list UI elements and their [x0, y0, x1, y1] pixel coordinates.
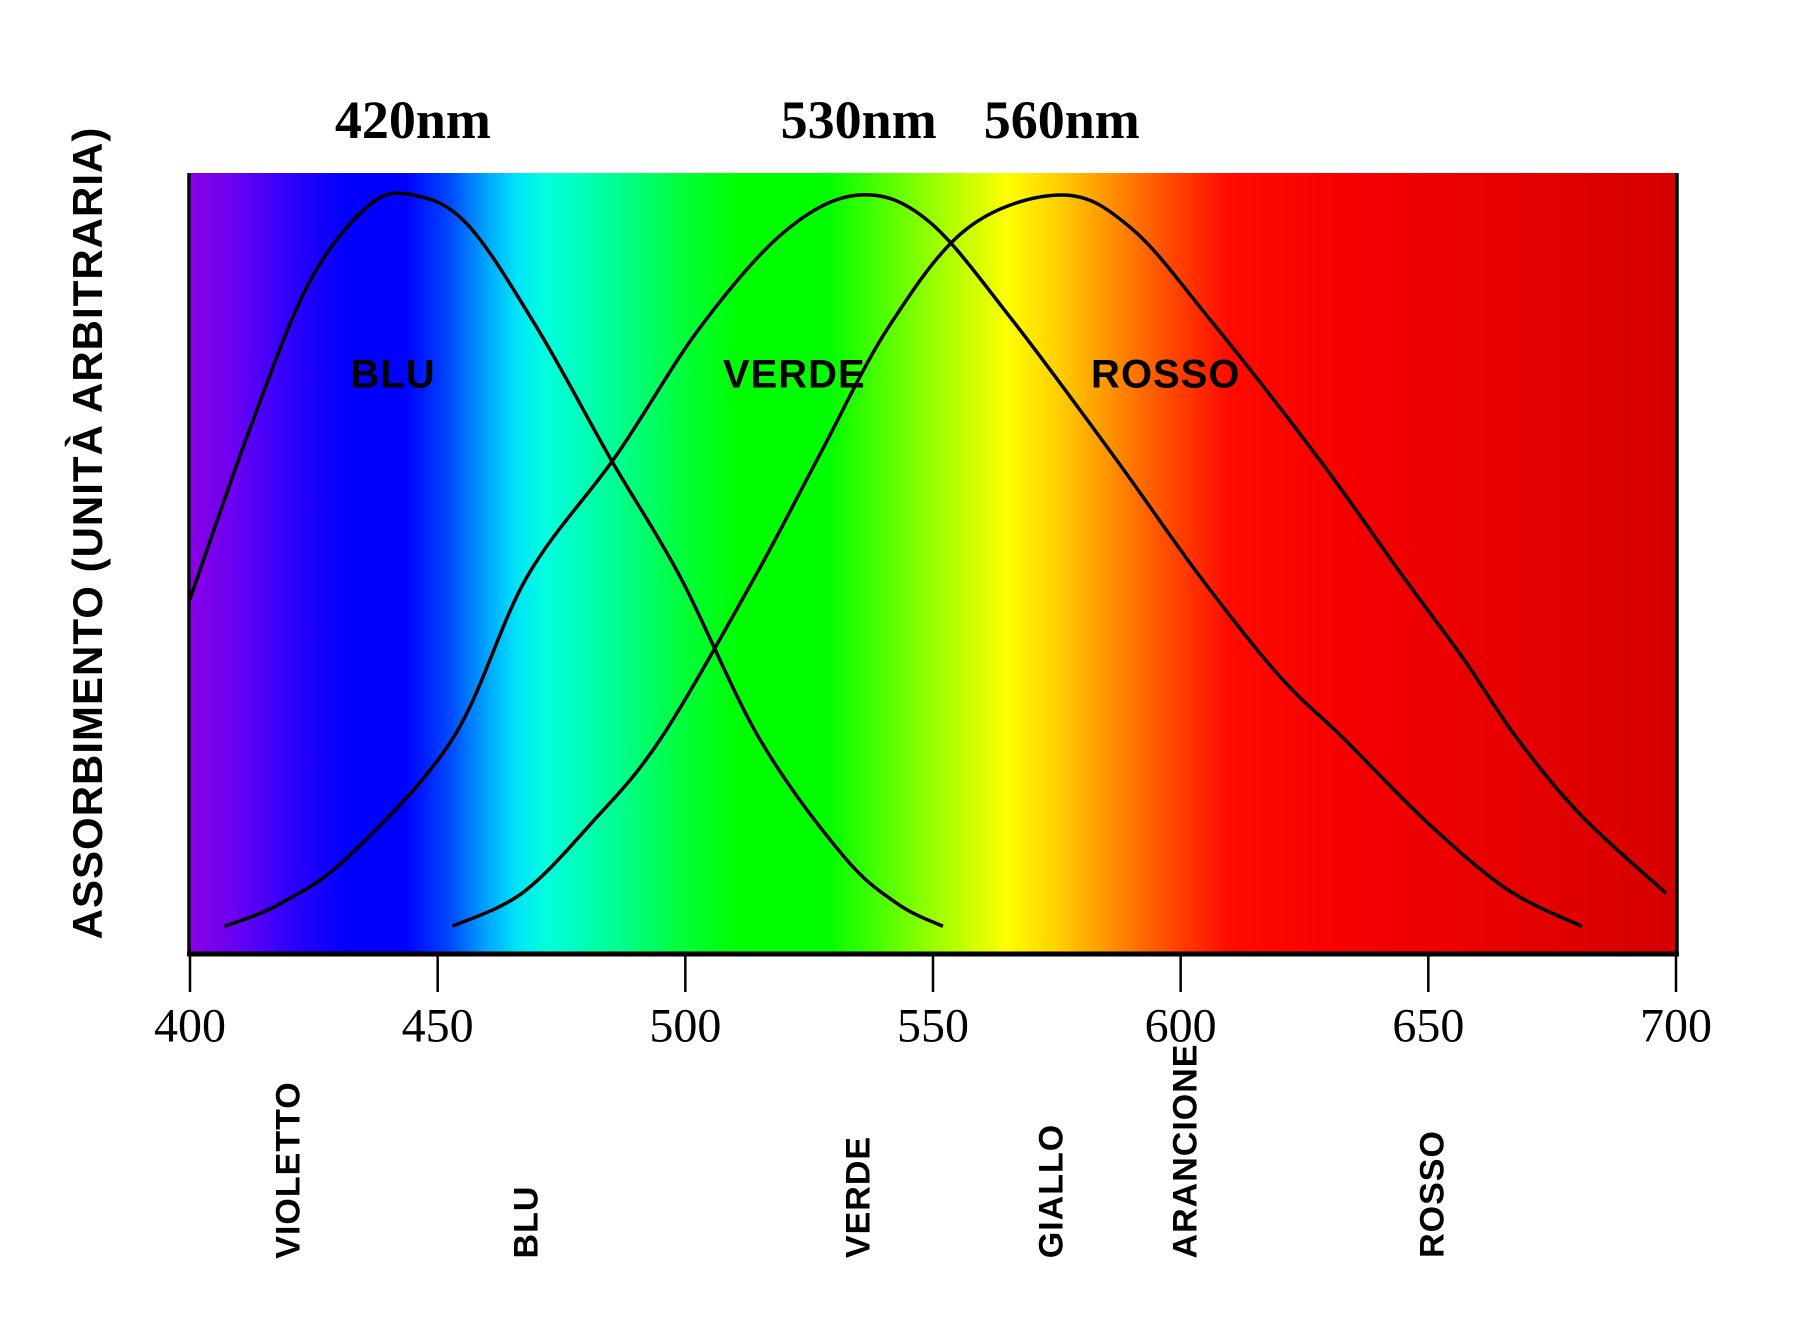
curve-blu [188, 191, 944, 928]
x-axis-ticks [188, 954, 1678, 992]
absorption-curves [188, 191, 1668, 928]
curve-rosso [451, 193, 1668, 928]
visible-spectrum-background [190, 173, 1676, 953]
curve-verde [224, 192, 1583, 928]
